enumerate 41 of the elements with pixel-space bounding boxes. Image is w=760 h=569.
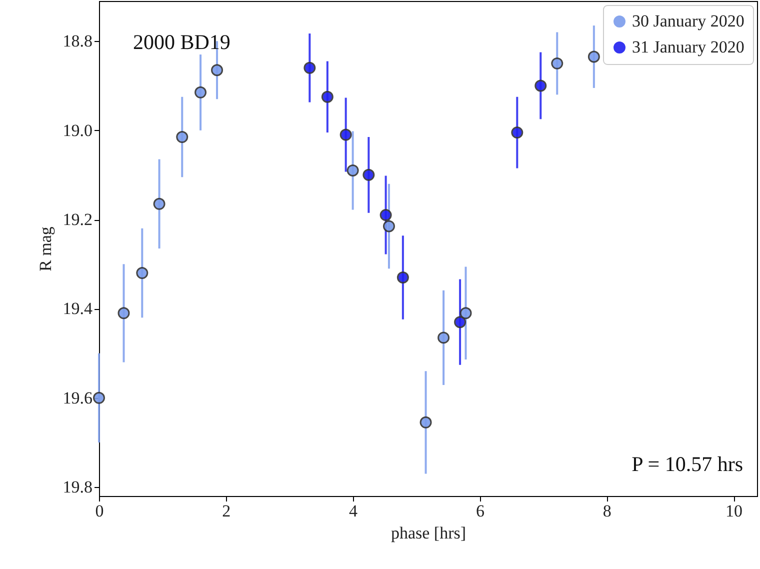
point xyxy=(340,128,352,141)
point xyxy=(93,392,105,404)
y-tick-label: 19.2 xyxy=(62,210,92,230)
y-tick-label: 19.0 xyxy=(62,120,92,140)
x-tick-label: 0 xyxy=(95,502,104,520)
point xyxy=(118,307,130,320)
x-tick-label: 2 xyxy=(222,502,231,520)
y-tick-label: 19.6 xyxy=(62,388,92,408)
point xyxy=(136,267,148,280)
point xyxy=(551,57,564,70)
point xyxy=(382,220,395,232)
x-tick-label: 6 xyxy=(476,502,484,520)
point xyxy=(454,316,466,328)
annotation: P = 10.57 hrs xyxy=(632,452,743,476)
point xyxy=(396,272,409,284)
point xyxy=(346,164,359,176)
point xyxy=(304,62,316,74)
x-axis-title: phase [hrs] xyxy=(390,524,466,542)
legend-label: 31 January 2020 xyxy=(632,38,744,56)
point xyxy=(380,209,392,222)
annotation: 2000 BD19 xyxy=(133,30,230,54)
y-tick-label: 19.4 xyxy=(62,299,93,318)
point xyxy=(211,64,224,76)
x-tick-label: 10 xyxy=(726,502,743,520)
point xyxy=(153,198,166,210)
point xyxy=(321,90,334,103)
point xyxy=(194,86,207,98)
point xyxy=(534,80,547,92)
point xyxy=(362,168,375,181)
x-tick-label: 8 xyxy=(602,502,612,520)
point xyxy=(420,416,432,428)
point xyxy=(460,307,472,320)
y-axis-title: R mag xyxy=(36,226,55,272)
y-tick-label: 19.8 xyxy=(62,478,92,497)
point xyxy=(438,332,450,344)
x-tick-label: 4 xyxy=(349,502,358,520)
point xyxy=(176,131,188,143)
legend-label: 30 January 2020 xyxy=(632,12,744,30)
point xyxy=(511,126,524,139)
point xyxy=(588,50,600,63)
y-tick-label: 18.8 xyxy=(62,32,92,51)
